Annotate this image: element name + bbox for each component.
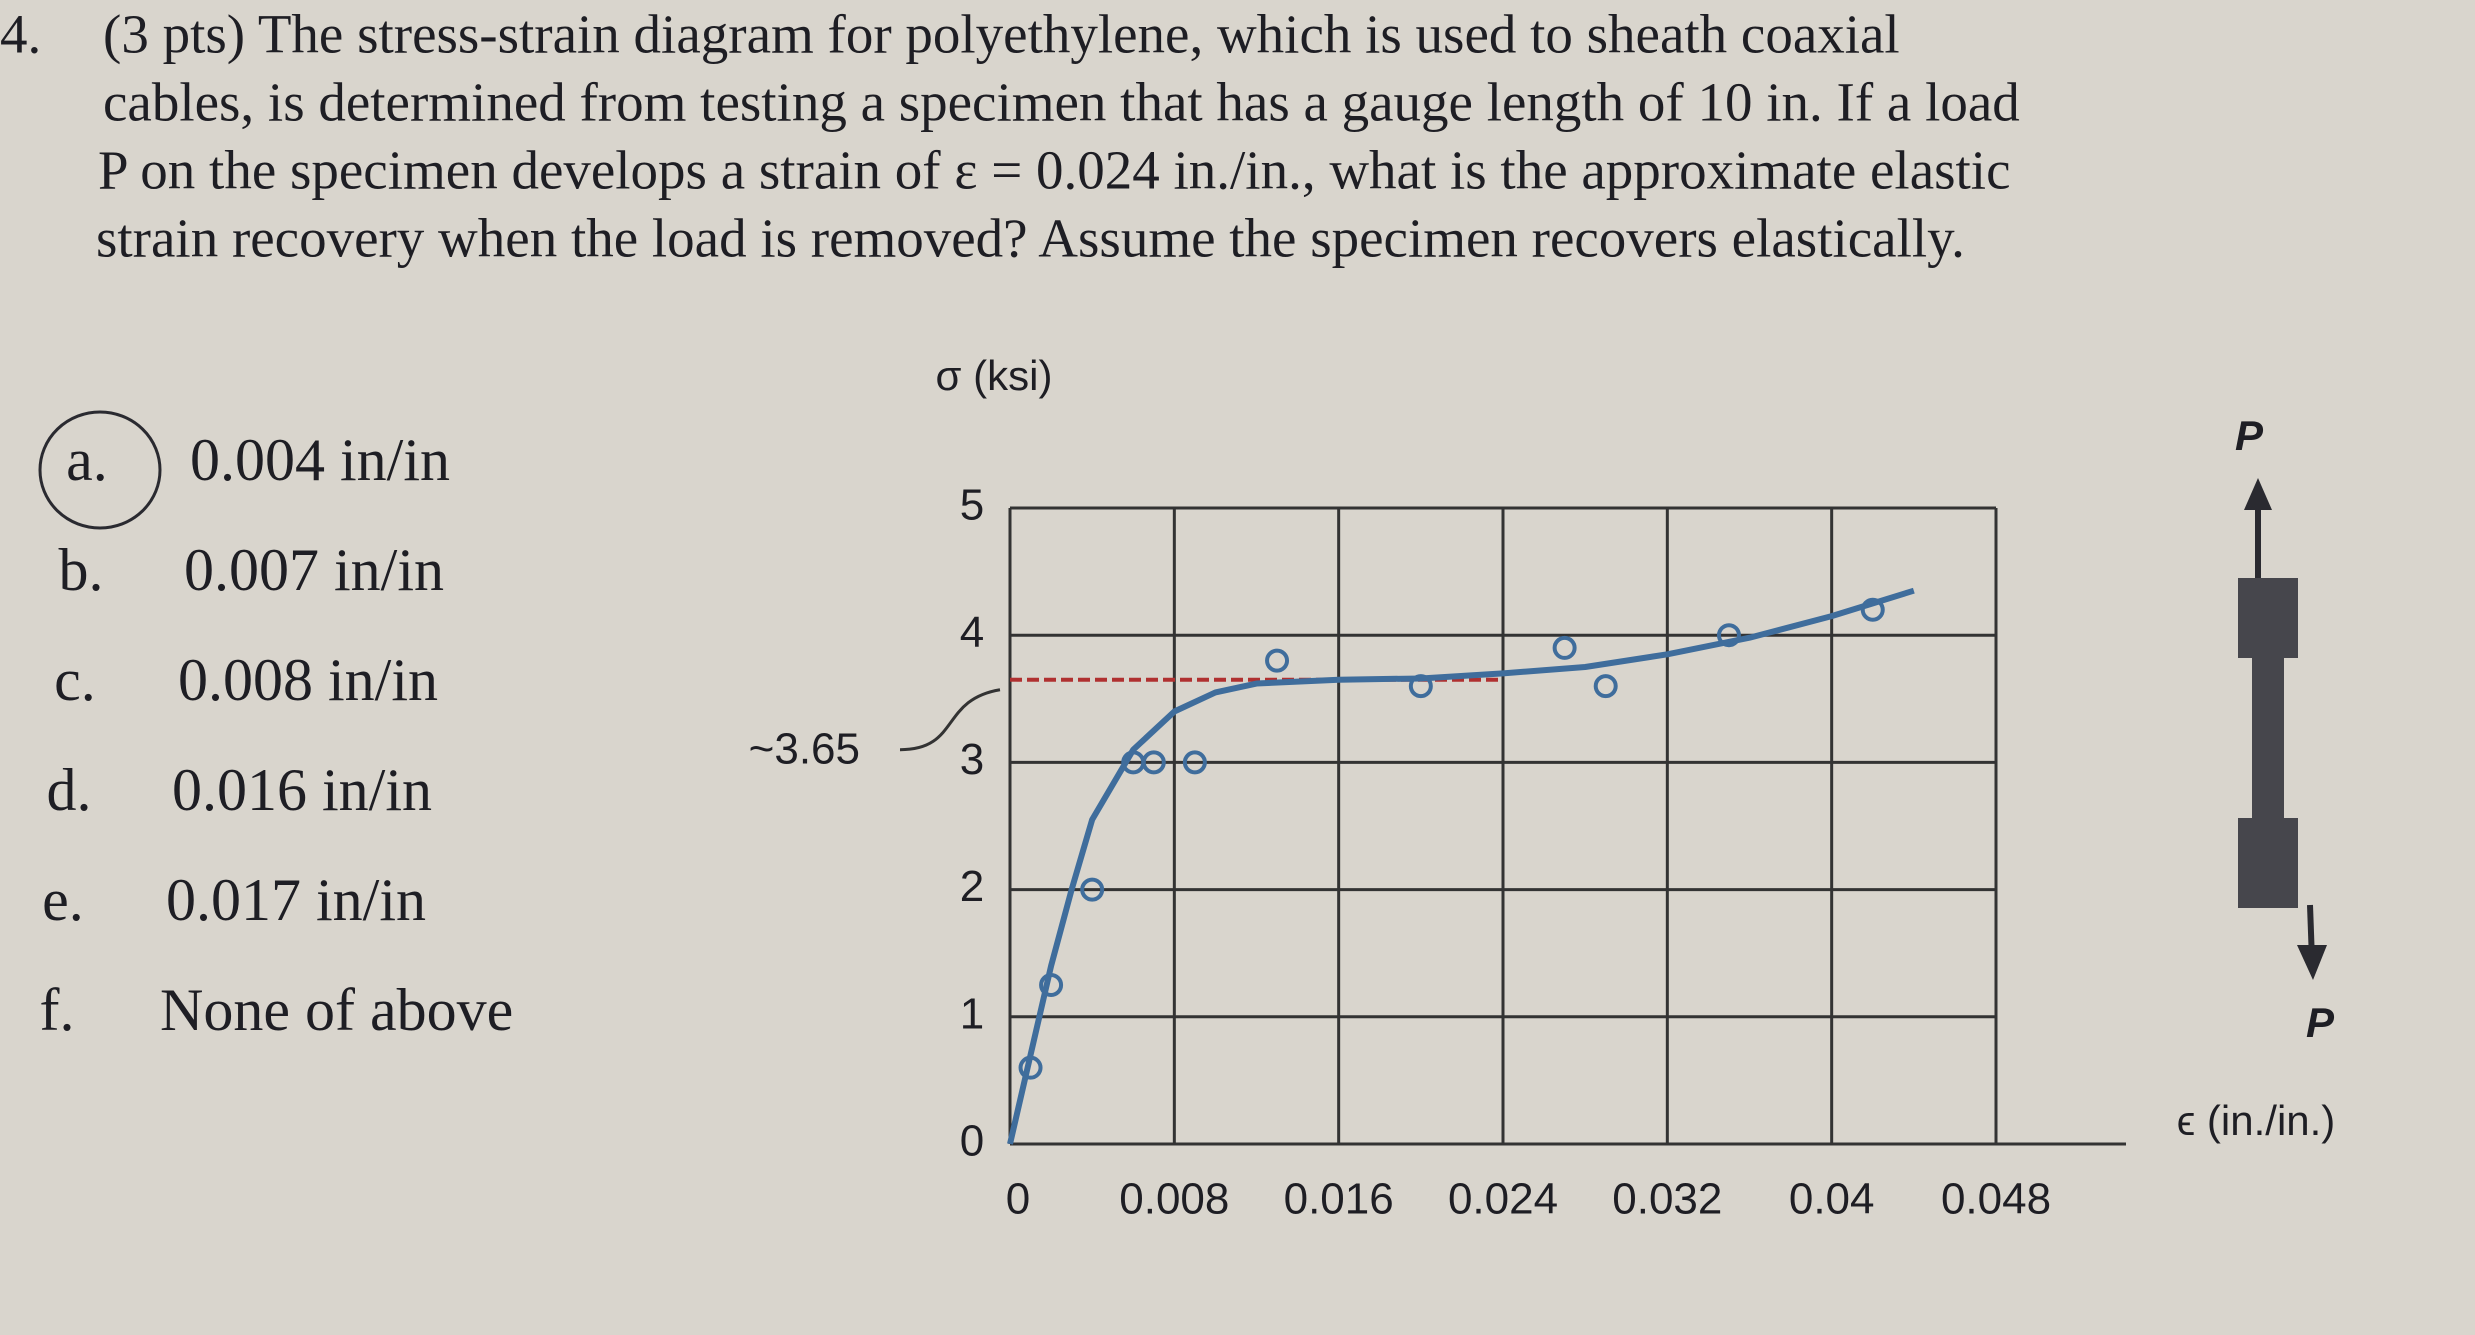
specimen-body: [2238, 578, 2298, 908]
data-point: [1018, 1055, 1043, 1080]
question-line: cables, is determined from testing a spe…: [103, 72, 2020, 133]
option-text: 0.004 in/in: [190, 427, 450, 493]
data-point: [1593, 674, 1618, 699]
chart: 0 1 2 3 4 5 0 0.008 0.016 0.024 0.032 0.04 0.048 ~3.6…: [749, 481, 2126, 1224]
data-point: [1716, 623, 1741, 648]
data-point: [1860, 597, 1885, 622]
arrow-head: [2297, 945, 2327, 980]
y-tick-label: 4: [960, 608, 984, 657]
y-tick-label: 5: [960, 481, 984, 530]
question-number: 4.: [0, 4, 41, 65]
option-label: f.: [40, 977, 75, 1043]
option-text: 0.016 in/in: [172, 757, 432, 823]
load-label: P: [2306, 999, 2335, 1046]
option-text: None of above: [160, 977, 513, 1043]
option-text: 0.007 in/in: [184, 537, 444, 603]
options: a. 0.004 in/in b. 0.007 in/in c. 0.008 in/in d…: [40, 427, 514, 1043]
data-point: [1039, 973, 1064, 997]
y-tick-label: 2: [960, 862, 984, 911]
question-line: (3 pts) The stress-strain diagram for po…: [103, 4, 1900, 65]
x-tick-label: 0.048: [1941, 1175, 2051, 1224]
option-label: e.: [42, 867, 84, 933]
x-tick-label: 0.04: [1789, 1175, 1875, 1224]
arrow-head: [2244, 478, 2272, 510]
annotation-label: ~3.65: [749, 724, 860, 773]
answer-circle: [38, 410, 162, 530]
option-label: a.: [66, 427, 108, 493]
data-point: [1141, 750, 1166, 775]
data-point: [1265, 648, 1290, 673]
curve: [1007, 587, 1915, 1145]
x-tick-label: 0.008: [1119, 1175, 1229, 1224]
y-tick-label: 0: [960, 1117, 984, 1166]
x-tick-label: 0.032: [1612, 1175, 1722, 1224]
option-text: 0.008 in/in: [178, 647, 438, 713]
question-line: strain recovery when the load is removed…: [96, 208, 1965, 269]
data-point: [1552, 635, 1577, 660]
option-text: 0.017 in/in: [166, 867, 426, 933]
annotation-arrow: [899, 688, 1001, 752]
x-tick-label: 0.024: [1448, 1175, 1558, 1224]
data-point: [1408, 674, 1433, 699]
question-line: P on the specimen develops a strain of ε…: [98, 140, 2011, 201]
y-tick-label: 1: [960, 989, 984, 1038]
data-point: [1182, 750, 1207, 775]
specimen: [2238, 478, 2327, 980]
x-tick-label: 0: [1006, 1175, 1030, 1224]
option-label: c.: [54, 647, 96, 713]
option-label: d.: [47, 757, 92, 823]
y-tick-label: 3: [960, 735, 984, 784]
load-label: P: [2235, 412, 2264, 459]
y-axis-label: σ (ksi): [936, 352, 1053, 399]
x-tick-label: 0.016: [1284, 1175, 1394, 1224]
data-point: [1080, 877, 1105, 902]
option-label: b.: [59, 537, 104, 603]
x-axis-label: ϵ (in./in.): [2177, 1097, 2336, 1144]
